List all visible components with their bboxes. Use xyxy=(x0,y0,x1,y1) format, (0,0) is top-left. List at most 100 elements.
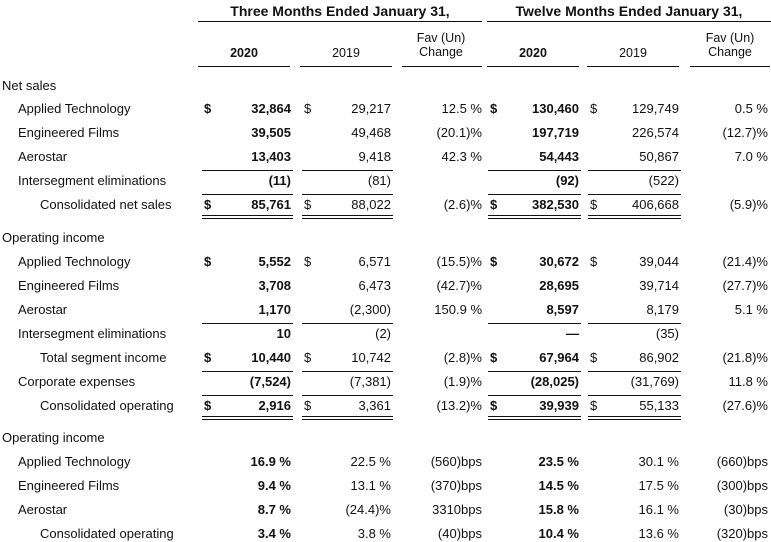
total-double-rule xyxy=(202,215,293,216)
value-cell: 23.5 % xyxy=(538,454,579,469)
subtotal-rule xyxy=(202,194,293,195)
value-cell: 86,902 xyxy=(639,350,679,365)
currency-symbol: $ xyxy=(590,101,598,116)
value-cell: 55,133 xyxy=(639,398,679,413)
subtotal-rule xyxy=(202,371,293,372)
subtotal-rule xyxy=(488,194,581,195)
currency-symbol: $ xyxy=(490,101,498,116)
change-cell: (27.6)% xyxy=(722,398,768,413)
currency-symbol: $ xyxy=(204,101,212,116)
value-cell: 9,418 xyxy=(358,149,391,164)
change-cell: (15.5)% xyxy=(436,254,482,269)
subtotal-rule xyxy=(302,395,393,396)
value-cell: 3.8 % xyxy=(357,526,391,541)
currency-symbol: $ xyxy=(590,197,598,212)
value-cell: 88,022 xyxy=(351,197,391,212)
total-double-rule xyxy=(488,416,581,417)
currency-symbol: $ xyxy=(490,254,498,269)
currency-symbol: $ xyxy=(590,254,598,269)
value-cell: 226,574 xyxy=(632,125,679,140)
value-cell: (92) xyxy=(555,173,579,188)
change-cell: (320)bps xyxy=(716,526,768,541)
change-cell: 150.9 % xyxy=(434,302,482,317)
value-cell: 6,571 xyxy=(358,254,391,269)
total-double-rule xyxy=(588,416,681,417)
subtotal-rule xyxy=(588,194,681,195)
subtotal-rule xyxy=(588,395,681,396)
change-cell: 0.5 % xyxy=(734,101,768,116)
value-cell: 6,473 xyxy=(358,278,391,293)
group-header-three-months: Three Months Ended January 31, xyxy=(230,3,450,19)
change-cell: (30)bps xyxy=(723,502,768,517)
group-header-rule xyxy=(198,21,482,22)
change-cell: 11.8 % xyxy=(728,374,768,389)
column-header-rule xyxy=(300,66,392,67)
currency-symbol: $ xyxy=(304,197,312,212)
value-cell: 32,864 xyxy=(251,101,291,116)
column-header: 2020 xyxy=(519,46,547,60)
column-header: 2019 xyxy=(332,46,360,60)
subtotal-rule xyxy=(202,395,293,396)
row-label: Consolidated operating xyxy=(40,398,174,413)
currency-symbol: $ xyxy=(490,197,498,212)
total-double-rule xyxy=(302,416,393,417)
value-cell: 3.4 % xyxy=(257,526,291,541)
value-cell: 130,460 xyxy=(532,101,579,116)
value-cell: 22.5 % xyxy=(350,454,391,469)
value-cell: 8,179 xyxy=(646,302,679,317)
change-cell: (12.7)% xyxy=(722,125,768,140)
change-cell: (13.2)% xyxy=(436,398,482,413)
value-cell: 13,403 xyxy=(251,149,291,164)
row-label: Engineered Films xyxy=(18,278,120,293)
row-label: Intersegment eliminations xyxy=(18,326,167,341)
value-cell: 8.7 % xyxy=(257,502,291,517)
value-cell: 3,361 xyxy=(358,398,391,413)
subtotal-rule xyxy=(302,170,393,171)
value-cell: 5,552 xyxy=(258,254,291,269)
subtotal-rule xyxy=(488,170,581,171)
change-cell: (42.7)% xyxy=(436,278,482,293)
change-cell: 3310bps xyxy=(432,502,482,517)
change-cell: 42.3 % xyxy=(441,149,482,164)
value-cell: 39,505 xyxy=(251,125,291,140)
section-title: Operating income xyxy=(2,230,105,245)
currency-symbol: $ xyxy=(304,398,312,413)
column-header-rule xyxy=(198,66,290,67)
value-cell: 14.5 % xyxy=(538,478,579,493)
row-label: Consolidated net sales xyxy=(40,197,172,212)
value-cell: 54,443 xyxy=(539,149,579,164)
value-cell: (2,300) xyxy=(349,302,391,317)
change-cell: (300)bps xyxy=(716,478,768,493)
total-double-rule xyxy=(302,215,393,216)
value-cell: 2,916 xyxy=(258,398,291,413)
subtotal-rule xyxy=(588,170,681,171)
subtotal-rule xyxy=(488,323,581,324)
value-cell: 10.4 % xyxy=(538,526,579,541)
row-label: Aerostar xyxy=(18,302,68,317)
change-cell: (370)bps xyxy=(430,478,482,493)
row-label: Engineered Films xyxy=(18,125,120,140)
value-cell: 1,170 xyxy=(258,302,291,317)
total-double-rule xyxy=(488,419,581,420)
change-cell: (1.9)% xyxy=(443,374,482,389)
value-cell: (11) xyxy=(268,173,291,188)
value-cell: 30.1 % xyxy=(638,454,679,469)
currency-symbol: $ xyxy=(590,398,598,413)
value-cell: (24.4)% xyxy=(345,502,391,517)
currency-symbol: $ xyxy=(590,350,598,365)
subtotal-rule xyxy=(302,323,393,324)
value-cell: 129,749 xyxy=(632,101,679,116)
column-header: Fav (Un) Change xyxy=(705,31,755,59)
row-label: Intersegment eliminations xyxy=(18,173,167,188)
total-double-rule xyxy=(488,218,581,219)
value-cell: 10,742 xyxy=(351,350,391,365)
subtotal-rule xyxy=(488,395,581,396)
value-cell: 16.9 % xyxy=(250,454,291,469)
total-double-rule xyxy=(202,416,293,417)
column-header: Fav (Un) Change xyxy=(416,31,466,59)
section-title: Operating income xyxy=(2,430,105,445)
value-cell: 39,714 xyxy=(639,278,679,293)
row-label: Engineered Films xyxy=(18,478,120,493)
value-cell: (28,025) xyxy=(530,374,579,389)
value-cell: 67,964 xyxy=(539,350,579,365)
